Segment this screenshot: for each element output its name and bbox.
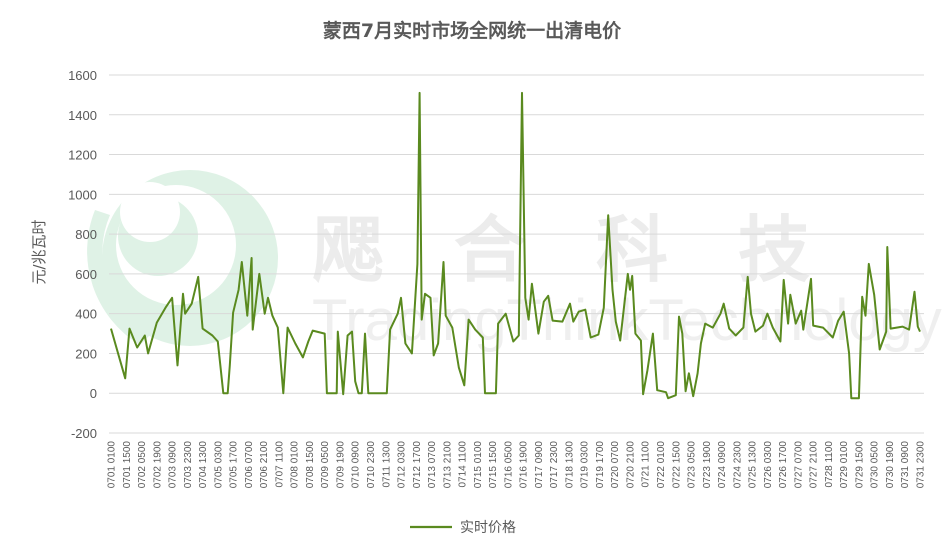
x-tick-label: 0730 1900 [885, 441, 896, 489]
x-tick-label: 0730 0500 [870, 441, 881, 489]
x-tick-label: 0723 1900 [702, 441, 713, 489]
x-tick-label: 0720 2100 [625, 441, 636, 489]
x-tick-label: 0706 0700 [244, 441, 255, 489]
x-tick-label: 0731 0900 [900, 441, 911, 489]
x-tick-label: 0705 0300 [213, 441, 224, 489]
x-tick-label: 0720 0700 [610, 441, 621, 489]
x-tick-label: 0703 0900 [168, 441, 179, 489]
x-tick-label: 0716 0500 [503, 441, 514, 489]
x-tick-label: 0727 0700 [793, 441, 804, 489]
x-tick-label: 0715 0100 [473, 441, 484, 489]
x-tick-label: 0718 1300 [564, 441, 575, 489]
x-tick-label: 0708 0100 [290, 441, 301, 489]
x-tick-label: 0712 0300 [397, 441, 408, 489]
x-tick-label: 0703 2300 [183, 441, 194, 489]
x-tick-label: 0716 1900 [519, 441, 530, 489]
x-tick-label: 0724 2300 [732, 441, 743, 489]
x-tick-label: 0724 0900 [717, 441, 728, 489]
y-tick-label: 600 [75, 267, 97, 282]
watermark: 飔合科技 TradingThinkTechnology [87, 170, 942, 353]
y-tick-label: -200 [71, 426, 97, 441]
x-tick-label: 0711 1300 [381, 441, 392, 488]
series-layer [110, 91, 921, 400]
y-tick-label: 1000 [68, 187, 97, 202]
x-tick-label: 0727 2100 [809, 441, 820, 489]
x-tick-label: 0701 0100 [107, 441, 118, 489]
y-tick-label: 1400 [68, 108, 97, 123]
y-tick-label: 1200 [68, 148, 97, 163]
x-tick-label: 0702 0500 [137, 441, 148, 489]
x-tick-label: 0731 2300 [916, 441, 927, 489]
x-tick-label: 0704 1300 [198, 441, 209, 489]
x-axis-ticks: 0701 0100 0701 1500 0702 0500 0702 1900 0703… [107, 441, 927, 489]
x-tick-label: 0709 0500 [320, 441, 331, 489]
x-tick-label: 0710 0900 [351, 441, 362, 489]
y-axis-ticks: -200 0 200 400 600 800 1000 1200 1400 1600 [68, 68, 97, 441]
x-tick-label: 0721 1100 [641, 441, 652, 488]
y-tick-label: 200 [75, 346, 97, 361]
x-tick-label: 0713 2100 [442, 441, 453, 489]
x-tick-label: 0725 1300 [748, 441, 759, 489]
y-tick-label: 400 [75, 307, 97, 322]
x-tick-label: 0701 1500 [122, 441, 133, 489]
x-tick-label: 0715 1500 [488, 441, 499, 489]
series-line-realtime-price [110, 91, 921, 400]
x-tick-label: 0717 0900 [534, 441, 545, 489]
x-tick-label: 0714 1100 [458, 441, 469, 488]
x-tick-label: 0706 2100 [259, 441, 270, 489]
x-tick-label: 0719 0300 [580, 441, 591, 489]
y-tick-label: 1600 [68, 68, 97, 83]
x-tick-label: 0709 1900 [335, 441, 346, 489]
x-tick-label: 0722 0100 [656, 441, 667, 489]
y-tick-label: 800 [75, 227, 97, 242]
x-tick-label: 0723 0500 [687, 441, 698, 489]
x-tick-label: 0707 1100 [274, 441, 285, 488]
x-tick-label: 0713 0700 [427, 441, 438, 489]
x-tick-label: 0728 1100 [824, 441, 835, 488]
x-tick-label: 0726 0300 [763, 441, 774, 489]
x-tick-label: 0719 1700 [595, 441, 606, 489]
gridlines [109, 74, 924, 434]
x-tick-label: 0712 1700 [412, 441, 423, 489]
x-tick-label: 0705 1700 [229, 441, 240, 489]
x-tick-label: 0722 1500 [671, 441, 682, 489]
svg-text:TradingThinkTechnology: TradingThinkTechnology [312, 288, 942, 353]
x-tick-label: 0726 1700 [778, 441, 789, 489]
x-tick-label: 0717 2300 [549, 441, 560, 489]
x-tick-label: 0708 1500 [305, 441, 316, 489]
x-tick-label: 0729 0100 [839, 441, 850, 489]
y-axis-label: 元/兆瓦时 [30, 219, 48, 284]
x-tick-label: 0729 1500 [854, 441, 865, 489]
legend: 实时价格 [410, 520, 516, 536]
watermark-logo [87, 170, 278, 346]
y-tick-label: 0 [90, 386, 97, 401]
chart-title: 蒙西7月实时市场全网统一出清电价 [323, 19, 622, 42]
x-tick-label: 0702 1900 [152, 441, 163, 489]
x-tick-label: 0710 2300 [366, 441, 377, 489]
legend-label: 实时价格 [460, 520, 516, 536]
svg-text:飔合科技: 飔合科技 [312, 208, 880, 292]
